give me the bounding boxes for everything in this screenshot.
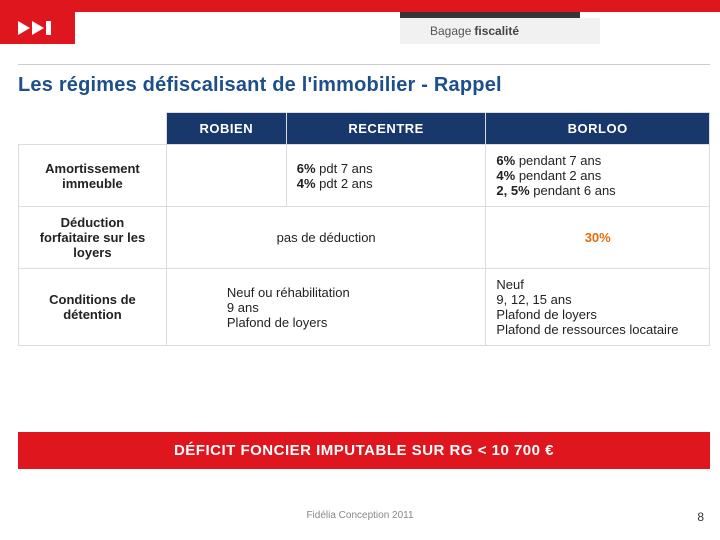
slide-page: Bagage fiscalité Les régimes défiscalisa… <box>0 0 720 540</box>
badge-text-bold: fiscalité <box>474 24 519 38</box>
badge-text-light: Bagage <box>430 24 471 38</box>
col-header-robien: ROBIEN <box>166 113 286 145</box>
row-header: Déduction forfaitaire sur les loyers <box>19 207 167 269</box>
footer-highlight-bar: DÉFICIT FONCIER IMPUTABLE SUR RG < 10 70… <box>18 432 710 469</box>
merged-cell: Neuf ou réhabilitation9 ansPlafond de lo… <box>166 269 486 346</box>
table-row: Déduction forfaitaire sur les loyerspas … <box>19 207 710 269</box>
top-red-strip <box>0 0 720 12</box>
topic-badge: Bagage fiscalité <box>400 12 600 44</box>
footer-credit: Fidélia Conception 2011 <box>0 510 720 521</box>
cell: 30% <box>486 207 710 269</box>
regimes-table: ROBIEN RECENTRE BORLOO Amortissement imm… <box>18 112 710 346</box>
col-header-borloo: BORLOO <box>486 113 710 145</box>
table-row: Conditions de détentionNeuf ou réhabilit… <box>19 269 710 346</box>
table-corner <box>19 113 167 145</box>
cell: 6% pdt 7 ans4% pdt 2 ans <box>286 145 486 207</box>
cell <box>166 145 286 207</box>
title-separator <box>18 64 710 65</box>
badge-label: Bagage fiscalité <box>400 18 600 44</box>
cell: Neuf9, 12, 15 ansPlafond de loyersPlafon… <box>486 269 710 346</box>
row-header: Amortissement immeuble <box>19 145 167 207</box>
table-header-row: ROBIEN RECENTRE BORLOO <box>19 113 710 145</box>
brand-logo <box>0 12 75 44</box>
cell: 6% pendant 7 ans4% pendant 2 ans2, 5% pe… <box>486 145 710 207</box>
row-header: Conditions de détention <box>19 269 167 346</box>
page-number: 8 <box>697 510 704 524</box>
table-row: Amortissement immeuble 6% pdt 7 ans4% pdt… <box>19 145 710 207</box>
play-icon <box>16 19 60 37</box>
page-title: Les régimes défiscalisant de l'immobilie… <box>18 74 502 97</box>
col-header-recentre: RECENTRE <box>286 113 486 145</box>
merged-cell: pas de déduction <box>166 207 486 269</box>
